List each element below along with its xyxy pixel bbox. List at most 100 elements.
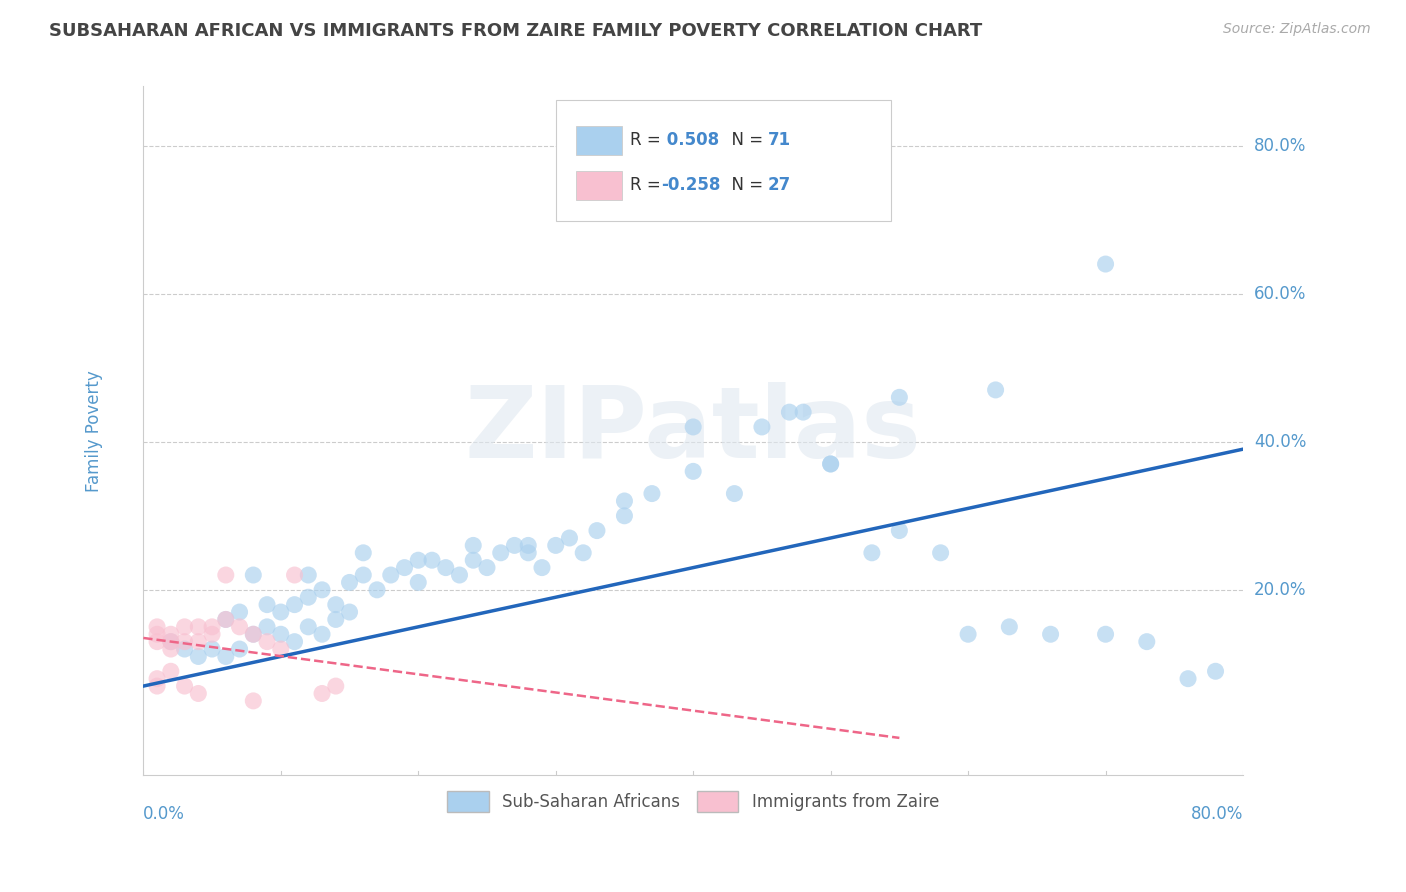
Point xyxy=(187,686,209,700)
Point xyxy=(242,627,264,641)
Point xyxy=(463,553,485,567)
Text: 27: 27 xyxy=(768,176,792,194)
Point xyxy=(820,457,842,471)
Point xyxy=(228,642,250,657)
Point xyxy=(682,420,704,434)
Point xyxy=(613,494,636,508)
Point xyxy=(792,405,814,419)
Point xyxy=(146,627,169,641)
Point xyxy=(201,620,224,634)
Text: 0.0%: 0.0% xyxy=(143,805,186,823)
Point xyxy=(173,634,195,648)
Point xyxy=(159,634,181,648)
Point xyxy=(380,568,402,582)
Text: Family Poverty: Family Poverty xyxy=(84,370,103,491)
Point xyxy=(228,605,250,619)
Point xyxy=(572,546,595,560)
Point xyxy=(242,694,264,708)
Text: N =: N = xyxy=(721,176,768,194)
Point xyxy=(984,383,1007,397)
Point xyxy=(242,568,264,582)
Point xyxy=(558,531,581,545)
Point xyxy=(998,620,1021,634)
Point xyxy=(420,553,443,567)
Point xyxy=(173,642,195,657)
Point xyxy=(270,627,292,641)
Text: Source: ZipAtlas.com: Source: ZipAtlas.com xyxy=(1223,22,1371,37)
Point xyxy=(352,546,374,560)
Point xyxy=(242,627,264,641)
FancyBboxPatch shape xyxy=(575,127,621,155)
Point xyxy=(325,598,347,612)
Point xyxy=(297,620,319,634)
Point xyxy=(394,560,416,574)
Point xyxy=(283,634,305,648)
Text: SUBSAHARAN AFRICAN VS IMMIGRANTS FROM ZAIRE FAMILY POVERTY CORRELATION CHART: SUBSAHARAN AFRICAN VS IMMIGRANTS FROM ZA… xyxy=(49,22,983,40)
Point xyxy=(187,649,209,664)
Point xyxy=(530,560,553,574)
Text: 0.508: 0.508 xyxy=(661,131,720,149)
Text: 80.0%: 80.0% xyxy=(1254,136,1306,154)
Point xyxy=(173,620,195,634)
Text: 20.0%: 20.0% xyxy=(1254,581,1306,599)
Point xyxy=(256,634,278,648)
Point xyxy=(159,642,181,657)
Point xyxy=(889,390,911,404)
Point xyxy=(339,605,361,619)
Point xyxy=(820,457,842,471)
Point xyxy=(215,612,238,626)
Point xyxy=(146,672,169,686)
Point xyxy=(1094,257,1116,271)
Point xyxy=(1177,672,1199,686)
Point xyxy=(682,464,704,478)
Point xyxy=(475,560,498,574)
Point xyxy=(325,612,347,626)
Point xyxy=(449,568,471,582)
Point xyxy=(256,598,278,612)
Point xyxy=(339,575,361,590)
Point xyxy=(860,546,883,560)
Legend: Sub-Saharan Africans, Immigrants from Zaire: Sub-Saharan Africans, Immigrants from Za… xyxy=(440,785,946,818)
Text: 80.0%: 80.0% xyxy=(1191,805,1243,823)
Point xyxy=(406,575,429,590)
Point xyxy=(1136,634,1159,648)
Point xyxy=(325,679,347,693)
Point xyxy=(283,598,305,612)
FancyBboxPatch shape xyxy=(575,171,621,200)
Point xyxy=(366,582,388,597)
Point xyxy=(778,405,800,419)
Point xyxy=(159,634,181,648)
Point xyxy=(311,582,333,597)
Text: -0.258: -0.258 xyxy=(661,176,721,194)
Point xyxy=(159,627,181,641)
Point xyxy=(297,591,319,605)
Point xyxy=(434,560,457,574)
Point xyxy=(201,642,224,657)
Point xyxy=(228,620,250,634)
Text: ZIPatlas: ZIPatlas xyxy=(465,382,921,479)
Point xyxy=(613,508,636,523)
Point xyxy=(352,568,374,582)
Point xyxy=(641,486,664,500)
Point xyxy=(187,620,209,634)
Text: 71: 71 xyxy=(768,131,792,149)
Point xyxy=(1039,627,1062,641)
Point xyxy=(270,642,292,657)
Text: N =: N = xyxy=(721,131,768,149)
Point xyxy=(187,634,209,648)
Point xyxy=(215,612,238,626)
Text: R =: R = xyxy=(630,131,666,149)
Point xyxy=(283,568,305,582)
Point xyxy=(270,605,292,619)
Point xyxy=(173,679,195,693)
Point xyxy=(1094,627,1116,641)
Point xyxy=(889,524,911,538)
Point xyxy=(406,553,429,567)
Point xyxy=(544,538,567,552)
Point xyxy=(723,486,745,500)
Text: 40.0%: 40.0% xyxy=(1254,433,1306,450)
FancyBboxPatch shape xyxy=(555,100,891,220)
Point xyxy=(146,620,169,634)
Point xyxy=(489,546,512,560)
Point xyxy=(201,627,224,641)
